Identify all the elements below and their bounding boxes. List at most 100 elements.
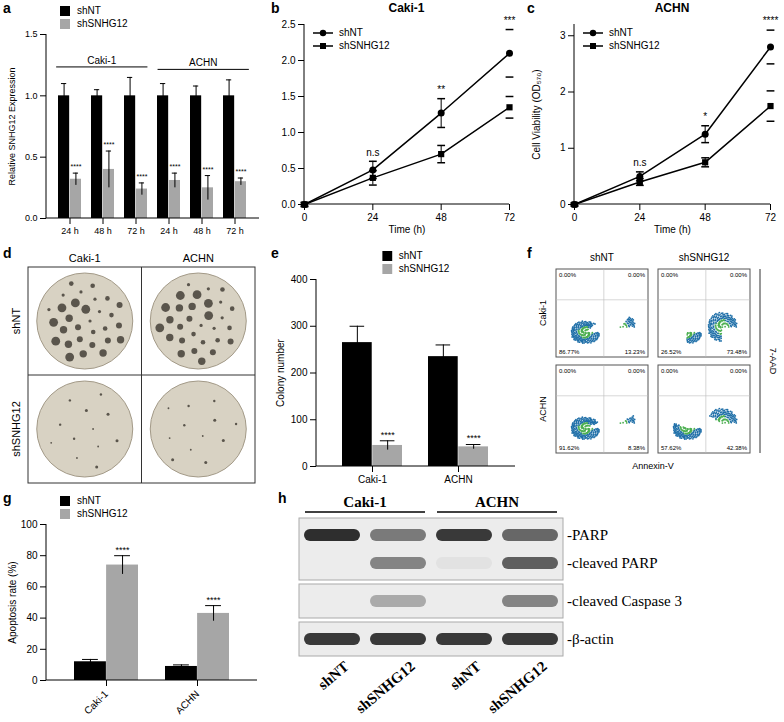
svg-text:-PARP: -PARP (567, 527, 608, 543)
svg-text:ACHN: ACHN (538, 396, 548, 422)
svg-text:1.0: 1.0 (282, 127, 296, 138)
svg-text:ACHN: ACHN (173, 688, 201, 716)
svg-text:0.0: 0.0 (282, 199, 296, 210)
svg-text:48 h: 48 h (94, 226, 112, 236)
svg-text:42.38%: 42.38% (727, 445, 748, 451)
svg-text:**: ** (437, 84, 445, 95)
svg-text:300: 300 (291, 320, 308, 331)
svg-text:Time (h): Time (h) (654, 224, 691, 235)
svg-text:***: *** (504, 15, 516, 26)
svg-text:0: 0 (32, 675, 38, 686)
svg-text:*: * (703, 111, 707, 122)
svg-text:Caki-1: Caki-1 (87, 55, 116, 66)
svg-text:shNT: shNT (447, 658, 484, 693)
svg-text:48: 48 (700, 212, 712, 223)
svg-text:13.23%: 13.23% (625, 349, 646, 355)
svg-text:Relative SNHG12 Expression: Relative SNHG12 Expression (7, 67, 17, 185)
svg-text:****: **** (235, 168, 246, 175)
svg-text:shSNHG12: shSNHG12 (10, 401, 22, 457)
svg-text:26.52%: 26.52% (661, 349, 682, 355)
svg-text:-cleaved PARP: -cleaved PARP (567, 555, 658, 571)
svg-text:72: 72 (504, 212, 516, 223)
svg-text:ACHN: ACHN (444, 474, 472, 485)
svg-text:0: 0 (302, 461, 308, 472)
svg-text:n.s: n.s (633, 157, 646, 168)
svg-text:Caki-1: Caki-1 (538, 300, 548, 326)
svg-text:24 h: 24 h (61, 226, 79, 236)
svg-text:****: **** (763, 15, 779, 26)
svg-text:0.5: 0.5 (25, 152, 38, 162)
svg-text:****: **** (381, 430, 396, 440)
svg-text:0: 0 (560, 199, 566, 210)
svg-text:Caki-1: Caki-1 (358, 474, 387, 485)
svg-text:2.5: 2.5 (282, 19, 296, 30)
svg-text:Caki-1: Caki-1 (343, 494, 386, 510)
svg-text:72: 72 (765, 212, 777, 223)
svg-text:200: 200 (291, 367, 308, 378)
svg-text:40: 40 (26, 612, 38, 623)
svg-text:2: 2 (560, 86, 566, 97)
svg-text:0.00%: 0.00% (661, 368, 679, 374)
svg-text:0.00%: 0.00% (730, 272, 748, 278)
svg-text:ACHN: ACHN (183, 252, 214, 264)
svg-text:0.00%: 0.00% (559, 272, 577, 278)
svg-text:****: **** (70, 163, 81, 170)
svg-text:Apoptosis rate (%): Apoptosis rate (%) (7, 561, 18, 643)
svg-text:shNT: shNT (590, 252, 614, 263)
svg-text:24: 24 (634, 212, 646, 223)
svg-text:Cell Viability (OD₅₇₀): Cell Viability (OD₅₇₀) (531, 69, 542, 159)
svg-text:91.62%: 91.62% (559, 445, 580, 451)
svg-text:0.00%: 0.00% (628, 272, 646, 278)
svg-text:-cleaved Caspase 3: -cleaved Caspase 3 (567, 593, 682, 609)
svg-text:0.00%: 0.00% (730, 368, 748, 374)
svg-text:72 h: 72 h (127, 226, 145, 236)
svg-text:shNT: shNT (10, 308, 22, 335)
svg-text:-β-actin: -β-actin (567, 631, 614, 647)
svg-text:Time (h): Time (h) (389, 224, 426, 235)
svg-text:shSNHG12: shSNHG12 (679, 252, 730, 263)
svg-text:0: 0 (302, 212, 308, 223)
svg-text:1.5: 1.5 (282, 91, 296, 102)
svg-text:1.5: 1.5 (25, 29, 38, 39)
svg-text:shNT: shNT (315, 658, 352, 693)
svg-text:****: **** (103, 141, 114, 148)
svg-text:0.00%: 0.00% (661, 272, 679, 278)
svg-text:Colony number: Colony number (275, 338, 286, 406)
svg-text:100: 100 (291, 414, 308, 425)
svg-text:24 h: 24 h (160, 226, 178, 236)
svg-text:72 h: 72 h (226, 226, 244, 236)
svg-text:57.62%: 57.62% (661, 445, 682, 451)
svg-text:80: 80 (26, 550, 38, 561)
svg-text:n.s: n.s (366, 147, 379, 158)
svg-text:****: **** (136, 173, 147, 180)
svg-text:0.5: 0.5 (282, 163, 296, 174)
svg-text:1: 1 (560, 142, 566, 153)
svg-text:24: 24 (367, 212, 379, 223)
svg-text:****: **** (116, 545, 131, 555)
svg-text:****: **** (467, 433, 482, 443)
svg-text:Caki-1: Caki-1 (69, 252, 101, 264)
svg-text:1.0: 1.0 (25, 91, 38, 101)
svg-text:shSNHG12: shSNHG12 (485, 658, 550, 716)
svg-text:Caki-1: Caki-1 (82, 688, 111, 717)
svg-text:100: 100 (21, 519, 38, 530)
svg-text:****: **** (207, 595, 222, 605)
svg-text:60: 60 (26, 581, 38, 592)
svg-text:2.0: 2.0 (282, 55, 296, 66)
svg-text:ACHN: ACHN (475, 494, 519, 510)
svg-text:0.00%: 0.00% (559, 368, 577, 374)
svg-text:20: 20 (26, 644, 38, 655)
svg-text:3: 3 (560, 30, 566, 41)
svg-text:73.48%: 73.48% (727, 349, 748, 355)
svg-text:7-AAD: 7-AAD (768, 348, 778, 375)
svg-text:****: **** (169, 163, 180, 170)
svg-text:48: 48 (436, 212, 448, 223)
svg-text:ACHN: ACHN (189, 57, 217, 68)
svg-text:0: 0 (572, 212, 578, 223)
svg-text:shSNHG12: shSNHG12 (353, 658, 418, 716)
svg-text:****: **** (202, 166, 213, 173)
svg-text:400: 400 (291, 274, 308, 285)
svg-text:86.77%: 86.77% (559, 349, 580, 355)
svg-text:48 h: 48 h (193, 226, 211, 236)
svg-text:8.38%: 8.38% (628, 445, 646, 451)
